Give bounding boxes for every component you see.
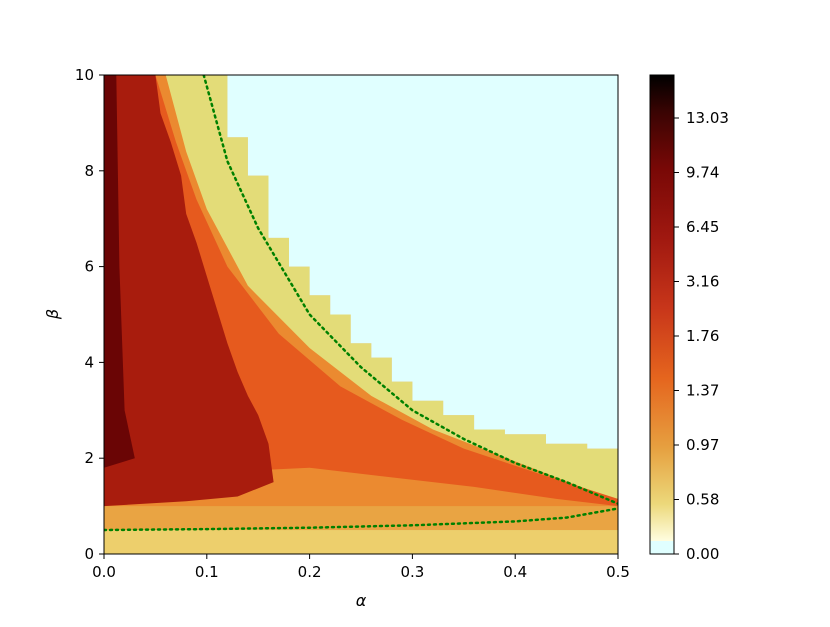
plot-area: [104, 75, 618, 554]
x-axis-label: α: [356, 591, 367, 610]
colorbar-tick-label: 9.74: [686, 164, 719, 182]
critical-curve-2: [104, 507, 618, 532]
x-tick-label: 0.0: [92, 563, 116, 581]
region-bottom-band: [104, 530, 618, 554]
y-tick-label: 8: [84, 162, 94, 180]
colorbar-tick-label: 3.16: [686, 273, 719, 291]
region-peak: [104, 75, 135, 468]
x-tick-label: 0.2: [298, 563, 322, 581]
colorbar-tick-label: 0.00: [686, 545, 719, 563]
colorbar-tick-label: 1.76: [686, 327, 719, 345]
x-tick-label: 0.3: [400, 563, 424, 581]
x-axis: 0.0 0.1 0.2 0.3 0.4 0.5: [92, 554, 630, 581]
y-tick-label: 4: [84, 353, 94, 371]
colorbar-tick-label: 0.97: [686, 436, 719, 454]
colorbar: [649, 74, 675, 555]
colorbar-gradient: [650, 75, 674, 541]
y-axis-label: β: [43, 309, 62, 320]
critical-curve-1: [202, 75, 618, 505]
x-tick-label: 0.1: [195, 563, 219, 581]
colorbar-ticks: 0.00 0.58 0.97 1.37 1.76 3.16 6.45 9.74 13.03: [674, 109, 729, 563]
colorbar-tick-label: 6.45: [686, 218, 719, 236]
y-tick-label: 2: [84, 449, 94, 467]
colorbar-zero-band: [650, 541, 674, 554]
colorbar-tick-label: 0.58: [686, 491, 719, 509]
colorbar-frame: [649, 74, 675, 555]
region-high: [104, 75, 274, 507]
y-tick-label: 6: [84, 258, 94, 276]
y-tick-label: 0: [84, 545, 94, 563]
x-tick-label: 0.5: [606, 563, 630, 581]
colorbar-tick-label: 1.37: [686, 382, 719, 400]
y-tick-label: 10: [75, 66, 94, 84]
plot-frame: [103, 74, 619, 555]
x-tick-label: 0.4: [503, 563, 527, 581]
colorbar-tick-label: 13.03: [686, 109, 729, 127]
y-axis: 0 2 4 6 8 10: [75, 66, 104, 563]
region-zero: [206, 75, 618, 459]
